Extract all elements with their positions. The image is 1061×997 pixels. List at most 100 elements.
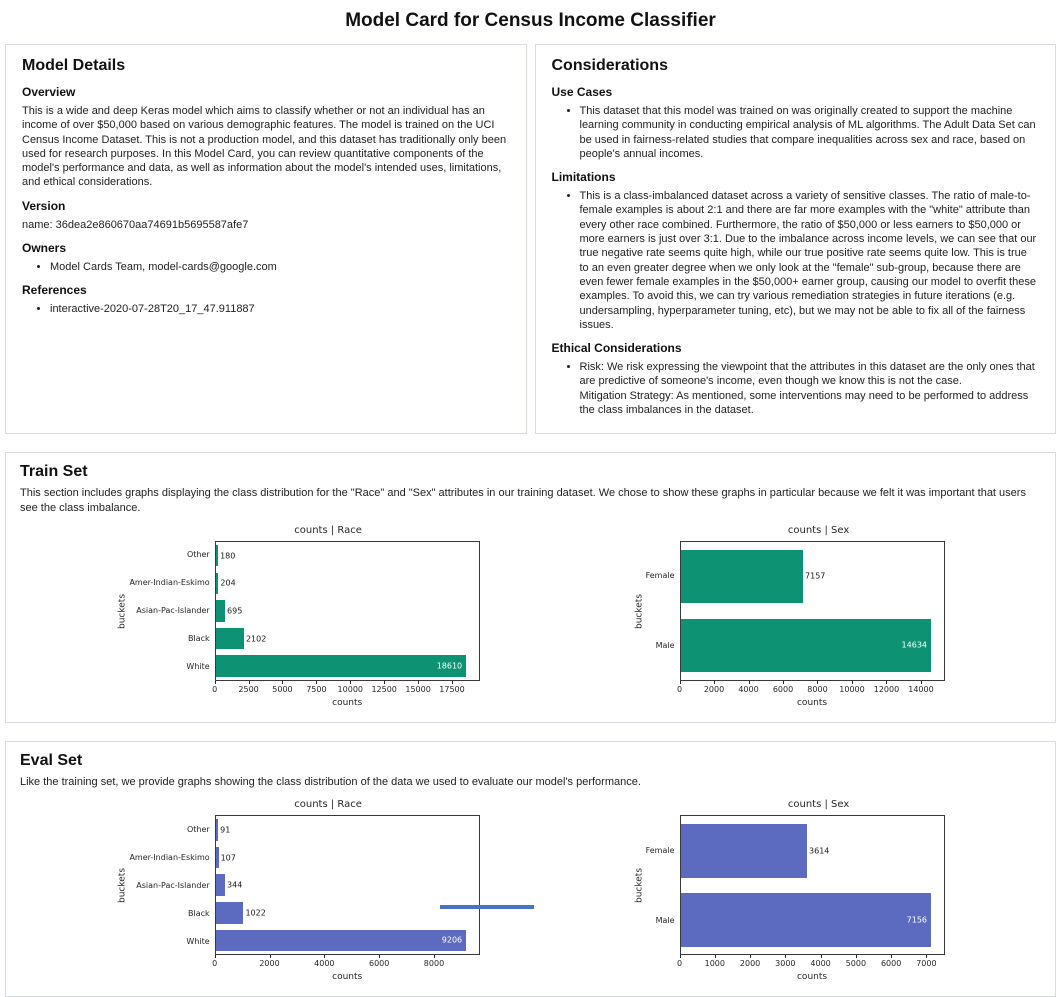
x-tick-mark xyxy=(269,955,271,959)
bar-row: 14634 xyxy=(680,611,944,680)
x-tick-mark xyxy=(316,680,318,684)
eval-set-description: Like the training set, we provide graphs… xyxy=(20,775,641,788)
train-race-chart: counts | Race buckets Other Amer-Indian-Esk… xyxy=(116,525,480,708)
bar-amer-indian-eskimo xyxy=(215,572,219,595)
bar-value-label: 107 xyxy=(220,853,236,863)
chart-category-labels: Female Male xyxy=(646,541,680,681)
bar-value-label: 7156 xyxy=(906,915,927,925)
model-details-title: Model Details xyxy=(22,57,126,74)
x-tick-label: 8000 xyxy=(807,684,828,694)
category-label: Black xyxy=(188,634,210,644)
bar-value-label: 695 xyxy=(227,606,243,616)
overview-heading: Overview xyxy=(22,85,76,99)
bar-amer-indian-eskimo xyxy=(215,846,219,869)
bar-male xyxy=(680,892,931,947)
chart-x-axis-ticks: 0 2000 4000 6000 8000 xyxy=(212,955,480,971)
bar-asian-pac-islander xyxy=(215,600,226,622)
x-tick-label: 0 xyxy=(676,684,683,694)
x-tick-label: 2000 xyxy=(739,959,761,969)
bar-value-label: 3614 xyxy=(809,846,830,856)
x-tick-mark xyxy=(714,955,716,959)
chart-x-axis-label: counts xyxy=(796,972,828,983)
category-label: Amer-Indian-Eskimo xyxy=(129,578,210,588)
category-label: White xyxy=(186,662,210,672)
overview-text: This is a wide and deep Keras model whic… xyxy=(22,105,507,189)
chart-x-axis-label: counts xyxy=(796,697,828,708)
references-heading: References xyxy=(22,283,87,298)
x-tick-mark xyxy=(785,955,787,959)
x-tick-mark xyxy=(324,955,326,959)
x-tick-mark xyxy=(820,955,822,959)
chart-category-labels: Female Male xyxy=(646,815,680,955)
bar-white xyxy=(215,929,467,952)
eval-set-section: Eval Set Like the training set, we provi… xyxy=(5,740,1056,997)
x-tick-mark xyxy=(214,680,216,684)
x-tick-mark xyxy=(248,680,250,684)
eval-charts-row: counts | Race buckets Other Amer-Indian-Esk… xyxy=(20,795,1041,988)
x-tick-mark xyxy=(748,680,750,684)
chart-title: counts | Race xyxy=(294,799,362,811)
x-tick-label: 2000 xyxy=(703,684,725,694)
x-tick-label: 17500 xyxy=(439,684,465,694)
bar-row: 18610 xyxy=(215,652,479,680)
bar-value-label: 2102 xyxy=(245,634,267,644)
list-item: This dataset that this model was trained… xyxy=(580,104,1040,161)
category-label: Amer-Indian-Eskimo xyxy=(129,852,210,862)
chart-y-axis-label: buckets xyxy=(117,593,128,629)
list-item: This is a class-imbalanced dataset acros… xyxy=(580,189,1040,332)
bar-male xyxy=(680,618,931,673)
chart-y-axis-label: buckets xyxy=(117,867,128,903)
x-tick-mark xyxy=(214,955,216,959)
category-label: White xyxy=(186,936,210,946)
category-label: Female xyxy=(645,571,675,581)
category-label: Other xyxy=(186,550,210,560)
chart-title: counts | Sex xyxy=(787,799,850,811)
x-tick-mark xyxy=(817,680,819,684)
category-label: Other xyxy=(186,824,210,834)
train-set-description: This section includes graphs displaying … xyxy=(20,487,1026,514)
use-cases-list: This dataset that this model was trained… xyxy=(552,104,1040,161)
chart-x-axis-ticks: 0 1000 2000 3000 4000 5000 6000 7000 xyxy=(677,955,945,971)
x-tick-mark xyxy=(418,680,420,684)
considerations-title: Considerations xyxy=(551,57,668,74)
bar-value-label: 7157 xyxy=(805,571,826,581)
x-tick-label: 7500 xyxy=(306,684,327,694)
x-tick-label: 8000 xyxy=(423,959,445,969)
owners-heading: Owners xyxy=(22,241,67,256)
bar-value-label: 18610 xyxy=(436,661,463,671)
x-tick-label: 4000 xyxy=(810,959,831,969)
bar-value-label: 1022 xyxy=(245,908,266,918)
x-tick-label: 14000 xyxy=(908,684,934,694)
bar-row: 344 xyxy=(215,871,479,899)
bar-row: 9206 xyxy=(215,927,479,955)
x-tick-mark xyxy=(350,680,352,684)
x-tick-mark xyxy=(679,955,681,959)
model-details-card: Model Details Overview This is a wide an… xyxy=(5,44,527,435)
category-label: Female xyxy=(645,845,675,855)
chart-x-axis-ticks: 0 2500 5000 7500 10000 12500 15000 17500 xyxy=(212,680,480,697)
top-cards-row: Model Details Overview This is a wide an… xyxy=(0,44,1061,435)
x-tick-label: 2000 xyxy=(259,959,280,969)
list-item: interactive-2020-07-28T20_17_47.911887 xyxy=(50,302,510,316)
x-tick-mark xyxy=(451,680,453,684)
chart-y-axis-label: buckets xyxy=(634,867,645,903)
bar-row: 3614 xyxy=(680,816,944,885)
x-tick-mark xyxy=(379,955,381,959)
train-charts-row: counts | Race buckets Other Amer-Indian-Esk… xyxy=(20,521,1041,714)
page-title: Model Card for Census Income Classifier xyxy=(345,10,716,31)
eval-race-chart: counts | Race buckets Other Amer-Indian-Esk… xyxy=(116,799,480,982)
x-tick-mark xyxy=(714,680,716,684)
x-tick-mark xyxy=(920,680,922,684)
chart-title: counts | Sex xyxy=(787,524,850,536)
x-tick-mark xyxy=(433,955,435,959)
category-label: Male xyxy=(655,915,675,925)
bar-other xyxy=(215,819,219,841)
chart-plot-area: 3614 7156 xyxy=(679,815,945,956)
bar-row: 2102 xyxy=(215,625,479,653)
x-tick-mark xyxy=(891,955,893,959)
bar-white xyxy=(215,655,467,677)
x-tick-label: 10000 xyxy=(839,684,865,694)
bar-value-label: 91 xyxy=(220,825,231,835)
bar-asian-pac-islander xyxy=(215,874,226,896)
